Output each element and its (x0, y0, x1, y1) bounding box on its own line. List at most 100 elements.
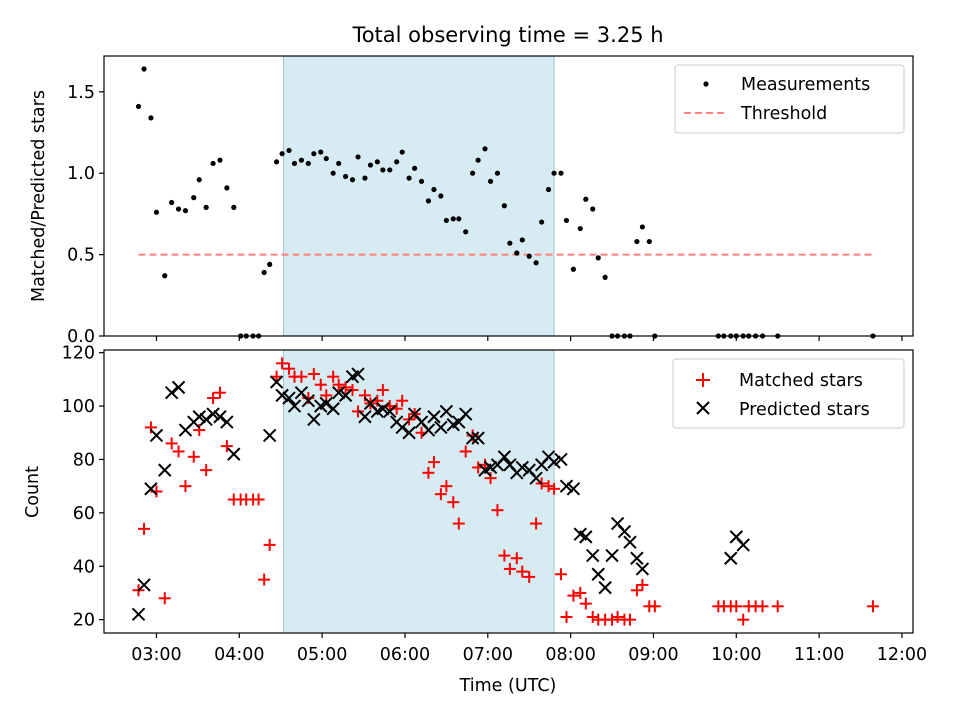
matched-stars-layer (132, 357, 879, 626)
matched-star-point (282, 362, 295, 375)
predicted-star-point (269, 375, 284, 389)
y-tick-label: 1.5 (67, 83, 95, 103)
matched-star-point (530, 517, 543, 530)
predicted-star-point (635, 562, 650, 576)
matched-star-point (327, 370, 340, 383)
top-legend: Measurements Threshold (674, 64, 905, 134)
measurement-point (311, 151, 317, 157)
measurement-point (141, 66, 147, 72)
measurement-point (336, 160, 342, 167)
measurement-point (175, 206, 182, 212)
measurement-point (482, 146, 488, 152)
matched-star-point (352, 405, 365, 418)
matched-star-point (510, 552, 523, 565)
matched-star-point (548, 482, 561, 495)
matched-star-point (503, 562, 516, 575)
predicted-star-point (137, 578, 151, 592)
matched-star-point (220, 440, 233, 453)
matched-star-point (346, 384, 359, 397)
predicted-star-point (529, 471, 543, 485)
predicted-stars-layer (131, 367, 750, 622)
measurement-point (330, 170, 336, 176)
x-tick-label: 04:00 (214, 645, 264, 665)
bottom-x-axis-label: Time (UTC) (459, 676, 557, 696)
matched-star-point (358, 389, 371, 402)
measurement-point (590, 206, 596, 212)
top-shaded-span (283, 55, 555, 337)
matched-star-point (396, 394, 409, 407)
predicted-star-point (421, 423, 436, 437)
measurement-point (349, 177, 356, 183)
matched-star-point (484, 472, 497, 485)
predicted-star-point (351, 367, 365, 381)
predicted-star-point (395, 420, 409, 435)
matched-star-point (648, 600, 661, 613)
matched-star-point (623, 613, 636, 626)
measurement-point (526, 253, 532, 259)
matched-star-point (314, 378, 327, 391)
matched-star-point (252, 493, 265, 506)
measurement-point (475, 157, 481, 163)
bottom-x-ticks: 03:00 04:00 05:00 06:00 07:00 08:00 09:00 10:00… (131, 633, 927, 665)
measurement-point (394, 159, 400, 165)
measurement-point (286, 147, 292, 154)
y-tick-label: 60 (73, 504, 95, 524)
matched-star-point (434, 488, 447, 501)
predicted-star-point (591, 567, 605, 581)
measurement-point (279, 151, 285, 157)
predicted-star-point (287, 399, 302, 413)
measurement-point (563, 217, 570, 224)
measurement-point (387, 167, 393, 173)
measurement-point (551, 170, 557, 176)
predicted-star-point (630, 551, 644, 565)
predicted-star-point (164, 386, 179, 400)
predicted-star-point (307, 412, 321, 427)
bottom-shaded-span (283, 349, 555, 634)
predicted-star-point (736, 538, 750, 552)
measurement-point (634, 238, 640, 245)
measurement-point (487, 178, 494, 184)
predicted-star-point (497, 450, 512, 464)
predicted-star-point (566, 482, 581, 496)
matched-star-point (307, 368, 320, 381)
matched-star-point (213, 386, 226, 399)
matched-star-point (737, 613, 750, 626)
predicted-star-point (206, 407, 220, 421)
measurement-point (182, 208, 189, 214)
matched-star-point (447, 496, 460, 509)
x-tick-label: 12:00 (877, 645, 927, 665)
measurement-point (162, 273, 168, 279)
measurement-point (273, 159, 280, 165)
measurement-point (514, 250, 520, 256)
measurement-point (191, 195, 197, 201)
measurement-point (463, 229, 469, 235)
predicted-star-point (158, 463, 172, 477)
predicted-star-point (199, 412, 213, 427)
measurement-point (577, 225, 583, 232)
bottom-legend-box (672, 358, 905, 429)
measurement-point (135, 103, 142, 110)
matched-star-point (636, 578, 649, 591)
x-tick-label: 07:00 (463, 645, 513, 665)
measurement-point (267, 261, 273, 267)
measurement-point (456, 216, 462, 222)
predicted-star-point (402, 426, 416, 440)
top-y-axis-label: Matched/Predicted stars (29, 90, 49, 302)
predicted-star-point (282, 391, 296, 405)
matched-star-point (567, 589, 580, 602)
predicted-star-point (149, 428, 164, 443)
predicted-star-point (144, 482, 158, 496)
predicted-star-point (319, 396, 333, 411)
measurement-point (425, 198, 432, 204)
predicted-star-point (434, 420, 448, 435)
matched-star-point (459, 445, 472, 458)
predicted-star-point (220, 415, 234, 429)
bottom-y-axis-label: Count (23, 466, 43, 518)
predicted-star-point (617, 524, 632, 539)
predicted-star-point (483, 460, 498, 475)
measurement-point (148, 115, 154, 121)
matched-star-point (606, 613, 619, 626)
top-chart-title: Total observing time = 3.25 h (351, 23, 663, 47)
predicted-star-point (275, 388, 289, 403)
